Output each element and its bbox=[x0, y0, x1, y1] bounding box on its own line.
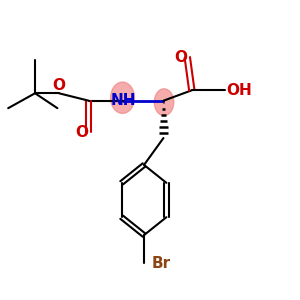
Text: O: O bbox=[76, 124, 89, 140]
Ellipse shape bbox=[154, 89, 174, 116]
Text: Br: Br bbox=[152, 256, 171, 271]
Text: O: O bbox=[174, 50, 187, 65]
Text: OH: OH bbox=[226, 83, 252, 98]
Ellipse shape bbox=[111, 82, 134, 113]
Text: NH: NH bbox=[110, 93, 136, 108]
Text: O: O bbox=[52, 78, 65, 93]
